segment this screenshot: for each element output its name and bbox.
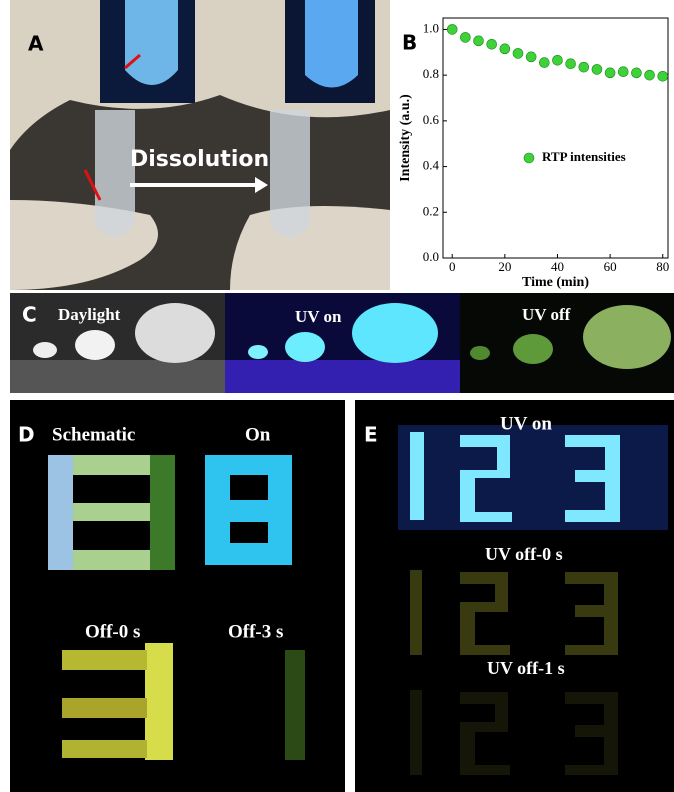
data-point <box>474 36 484 46</box>
data-point <box>645 70 655 80</box>
sample <box>75 330 115 360</box>
caption: UV off <box>522 305 571 324</box>
data-point <box>513 48 523 58</box>
y-tick-label: 0.4 <box>423 158 440 173</box>
caption: On <box>245 424 271 445</box>
data-point <box>618 67 628 77</box>
data-point <box>447 24 457 34</box>
plot-frame <box>443 18 668 258</box>
sample <box>470 346 490 360</box>
tube <box>270 110 310 238</box>
schematic-bar <box>48 455 73 570</box>
caption: Off-3 s <box>228 621 283 642</box>
data-point <box>539 58 549 68</box>
caption: UV off-1 s <box>487 658 565 678</box>
y-tick-label: 0.8 <box>423 66 439 81</box>
panel-label: A <box>28 32 44 56</box>
panel-e: E UV on UV off-0 s UV off-1 s <box>355 400 674 792</box>
sample <box>583 305 671 369</box>
legend-label: RTP intensities <box>542 149 626 164</box>
sample <box>135 303 215 363</box>
data-point <box>460 32 470 42</box>
data-point <box>487 39 497 49</box>
caption: UV on <box>500 413 552 434</box>
sample-off0 <box>62 698 147 718</box>
panel-a: A Dissolution <box>10 0 390 290</box>
data-point <box>500 44 510 54</box>
caption: Daylight <box>58 305 121 324</box>
caption: UV on <box>295 307 342 326</box>
y-tick-label: 0.2 <box>423 203 439 218</box>
sample-on <box>205 455 292 565</box>
data-point <box>658 71 668 81</box>
data-point <box>579 62 589 72</box>
panel-label: C <box>22 303 37 327</box>
schematic-bar <box>150 455 175 570</box>
figure: A Dissolution B 0.0 0.2 0.4 0.6 0.8 1.0 0 20 40 6… <box>0 0 674 792</box>
y-tick-label: 0.6 <box>423 112 440 127</box>
panel-label: E <box>364 423 378 447</box>
ruler <box>225 360 460 393</box>
schematic-rung <box>73 455 150 475</box>
tube <box>95 110 135 238</box>
legend-marker <box>524 153 534 163</box>
sample-off0 <box>62 740 147 758</box>
sample <box>248 345 268 359</box>
data-point <box>631 68 641 78</box>
x-tick-label: 80 <box>656 259 669 274</box>
data-point <box>605 68 615 78</box>
data-point <box>552 55 562 65</box>
y-tick-label: 0.0 <box>423 249 439 264</box>
x-axis-label: Time (min) <box>522 275 589 290</box>
sample <box>33 342 57 358</box>
schematic-rung <box>73 550 150 570</box>
ruler <box>10 360 225 393</box>
sample-off3 <box>285 650 305 760</box>
data-point <box>592 64 602 74</box>
panel-c: C Daylight UV on UV off <box>10 293 674 393</box>
data-point <box>526 52 536 62</box>
sample-off0 <box>62 650 147 670</box>
sample <box>285 332 325 362</box>
schematic-rung <box>73 503 150 521</box>
y-axis-label: Intensity (a.u.) <box>398 94 413 182</box>
data-point <box>566 59 576 69</box>
y-tick-label: 1.0 <box>423 20 439 35</box>
x-tick-label: 40 <box>551 259 564 274</box>
x-tick-label: 0 <box>449 259 456 274</box>
x-tick-label: 60 <box>604 259 617 274</box>
x-tick-label: 20 <box>498 259 511 274</box>
caption: Schematic <box>52 424 135 445</box>
caption: Off-0 s <box>85 621 140 642</box>
display <box>398 425 668 530</box>
caption: Dissolution <box>130 147 269 172</box>
sample <box>352 303 438 363</box>
panel-label: D <box>18 423 35 447</box>
caption: UV off-0 s <box>485 544 563 564</box>
panel-b: B 0.0 0.2 0.4 0.6 0.8 1.0 0 20 40 60 80 Time (min) I… <box>398 18 669 290</box>
tube-uv <box>125 0 178 85</box>
tube-uv <box>305 0 358 88</box>
panel-d: D Schematic On Off-0 s Off-3 s <box>10 400 345 792</box>
panel-label: B <box>402 31 417 55</box>
sample-off0 <box>145 643 173 760</box>
sample <box>513 334 553 364</box>
